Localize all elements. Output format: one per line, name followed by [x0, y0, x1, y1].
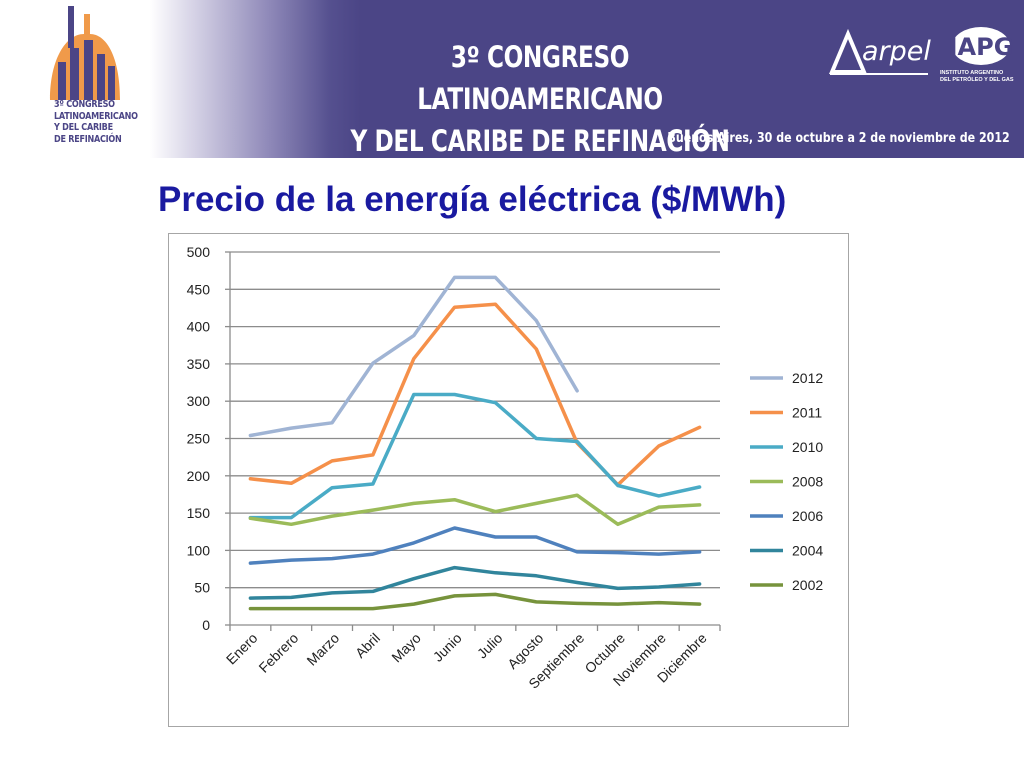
series-line-2004: [248, 565, 702, 600]
x-tick-label-abril: Abril: [352, 630, 383, 661]
series-line-2006: [248, 526, 702, 565]
series-line-2011: [248, 302, 702, 487]
header-banner: [0, 0, 1024, 158]
series-line-2002: [248, 592, 702, 611]
legend-label-2006: 2006: [792, 508, 823, 524]
legend-label-2002: 2002: [792, 577, 823, 593]
y-tick-label-150: 150: [187, 505, 211, 521]
y-tick-label-450: 450: [187, 281, 211, 297]
series-line-2010: [248, 392, 702, 520]
banner-title: 3º CONGRESO LATINOAMERICANO Y DEL CARIBE…: [350, 40, 730, 158]
congreso-logo-text: 3º CONGRESO LATINOAMERICANO Y DEL CARIBE…: [54, 99, 138, 145]
x-tick-label-febrero: Febrero: [255, 630, 301, 676]
slide-title: Precio de la energía eléctrica ($/MWh): [158, 180, 787, 219]
y-tick-label-200: 200: [187, 468, 211, 484]
y-tick-label-400: 400: [187, 319, 211, 335]
legend-label-2010: 2010: [792, 439, 823, 455]
chart-frame: [168, 233, 849, 727]
iapg-logo: IAPG: [949, 27, 1013, 65]
y-tick-label-0: 0: [202, 617, 210, 633]
legend-label-2011: 2011: [792, 405, 822, 421]
x-tick-label-enero: Enero: [223, 630, 261, 668]
x-tick-label-marzo: Marzo: [303, 630, 342, 669]
congreso-logo: [50, 6, 120, 100]
y-tick-label-250: 250: [187, 431, 211, 447]
series-line-2012: [248, 275, 579, 438]
y-tick-label-500: 500: [187, 244, 211, 260]
x-tick-label-junio: Junio: [430, 630, 465, 665]
x-tick-label-mayo: Mayo: [388, 630, 424, 666]
x-tick-label-julio: Julio: [474, 630, 506, 662]
legend-label-2012: 2012: [792, 370, 823, 386]
arpel-logo-text: arpel: [862, 36, 931, 67]
legend-label-2004: 2004: [792, 543, 823, 559]
y-tick-label-350: 350: [187, 356, 211, 372]
series-line-2008: [248, 493, 702, 527]
legend-label-2008: 2008: [792, 474, 823, 490]
arpel-logo: [828, 28, 928, 75]
iapg-subtitle: INSTITUTO ARGENTINO DEL PETRÓLEO Y DEL G…: [940, 70, 1014, 83]
y-tick-label-50: 50: [194, 580, 210, 596]
event-date: Buenos Aires, 30 de octubre a 2 de novie…: [667, 131, 1010, 146]
line-chart: 0 50 100 150 200 250 300 350 400 450 500 EneroFebre…: [187, 244, 824, 692]
y-tick-label-100: 100: [187, 542, 211, 558]
y-tick-label-300: 300: [187, 393, 211, 409]
iapg-logo-text: IAPG: [949, 33, 1013, 61]
